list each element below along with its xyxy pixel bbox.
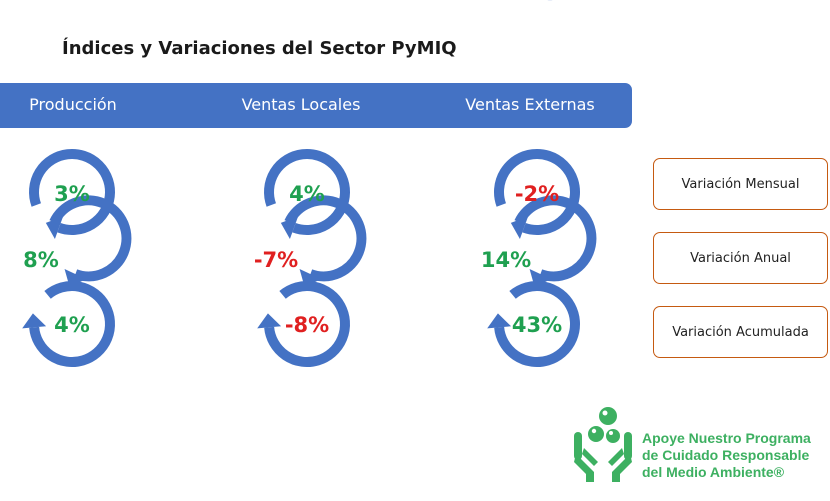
ventas-externas-anual-arc xyxy=(514,195,597,282)
cycle-arrows xyxy=(22,149,597,367)
value-ventas-externas-acumulada: 43% xyxy=(511,313,563,337)
legend-variacion-anual: Variación Anual xyxy=(653,232,828,284)
produccion-mensual-arc xyxy=(29,149,115,235)
ventas-locales-acumulada-arrowhead xyxy=(257,313,282,329)
value-produccion-mensual: 3% xyxy=(54,182,90,206)
logo-text: Apoye Nuestro Programa de Cuidado Respon… xyxy=(642,430,811,481)
ventas-locales-acumulada-arc xyxy=(264,281,350,367)
ventas-locales-mensual-arc xyxy=(264,149,350,235)
logo-text-line: de Cuidado Responsable xyxy=(642,447,810,463)
value-ventas-locales-mensual: 4% xyxy=(289,182,325,206)
decorative-arc xyxy=(520,0,580,2)
ventas-externas-mensual-arc xyxy=(494,149,580,235)
hands-with-molecules-icon xyxy=(574,407,632,482)
produccion-acumulada-arrowhead xyxy=(22,313,47,329)
value-ventas-externas-anual: 14% xyxy=(480,248,532,272)
ventas-externas-acumulada-arrowhead xyxy=(487,313,512,329)
legend-variacion-mensual: Variación Mensual xyxy=(653,158,828,210)
header-produccion: Producción xyxy=(29,95,117,114)
value-produccion-acumulada: 4% xyxy=(54,313,90,337)
header-ventas-locales: Ventas Locales xyxy=(241,95,361,114)
value-ventas-externas-mensual: -2% xyxy=(514,182,560,206)
produccion-acumulada-arc xyxy=(29,281,115,367)
legend-variacion-acumulada: Variación Acumulada xyxy=(653,306,828,358)
header-ventas-externas: Ventas Externas xyxy=(465,95,595,114)
ventas-externas-acumulada-arc xyxy=(494,281,580,367)
value-produccion-anual: 8% xyxy=(23,248,59,272)
logo-text-line: Apoye Nuestro Programa xyxy=(642,430,811,446)
page-title: Índices y Variaciones del Sector PyMIQ xyxy=(62,38,457,59)
produccion-anual-arc xyxy=(49,195,132,282)
logo-text-line: del Medio Ambiente® xyxy=(642,464,785,480)
header-bar xyxy=(0,83,632,128)
value-ventas-locales-anual: -7% xyxy=(253,248,299,272)
value-ventas-locales-acumulada: -8% xyxy=(284,313,330,337)
ventas-locales-anual-arc xyxy=(284,195,367,282)
